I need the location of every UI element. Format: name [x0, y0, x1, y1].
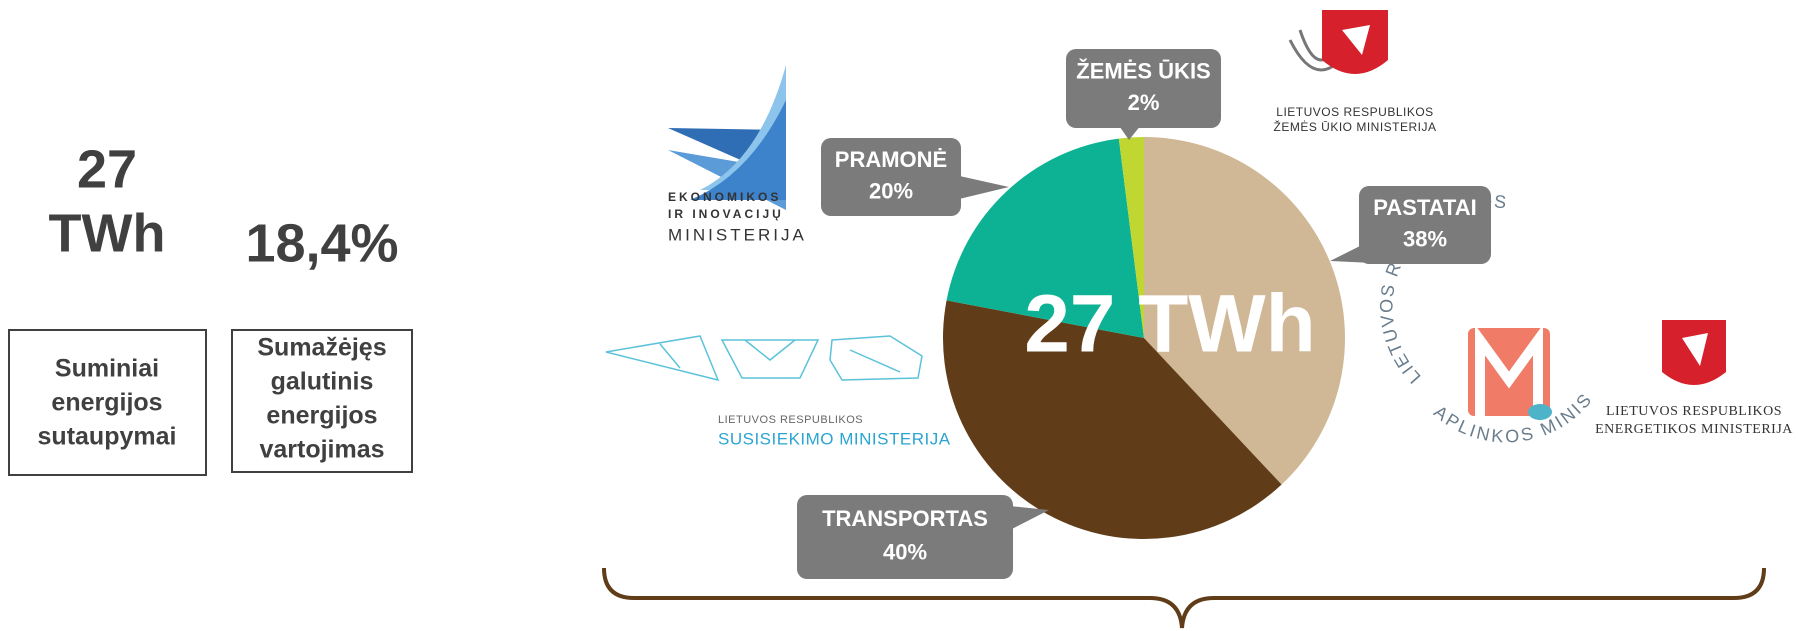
logo-text: LIETUVOS RESPUBLIKOS: [1606, 404, 1782, 419]
callout-category: ŽEMĖS ŪKIS: [1076, 59, 1210, 84]
logo-text: EKONOMIKOS: [668, 190, 781, 204]
logo-text: ENERGETIKOS MINISTERIJA: [1595, 422, 1793, 437]
stat-label: Sumažėjęs: [257, 334, 386, 362]
callout-value: 40%: [883, 540, 927, 565]
environment-logo: [1468, 324, 1552, 420]
logo-text: IR INOVACIJŲ: [668, 207, 784, 221]
callout-category: PRAMONĖ: [835, 147, 947, 172]
stat-value: 27: [77, 139, 137, 199]
callout-value: 2%: [1128, 90, 1160, 115]
callout-box: [1359, 186, 1491, 264]
pie-slice: [946, 138, 1144, 338]
callout-box: [1066, 49, 1221, 128]
logo-text: LIETUVOS RESPUBLIKOS: [718, 414, 863, 426]
energy-logo: [1662, 320, 1726, 385]
agriculture-logo: [1288, 10, 1388, 74]
callout-box: [821, 138, 961, 216]
brace: [602, 567, 1766, 629]
stat-label: galutinis: [271, 368, 374, 396]
economy-logo: [668, 65, 786, 210]
pie-slice: [1144, 137, 1346, 485]
stat-box: [8, 329, 207, 476]
callout-value: 38%: [1403, 226, 1447, 251]
stat-label: Suminiai: [55, 355, 159, 383]
callout-value: 20%: [869, 178, 913, 203]
pie-slice: [942, 300, 1282, 540]
callout-category: PASTATAI: [1373, 195, 1476, 220]
callout-box: [797, 495, 1013, 579]
stat-label: energijos: [266, 402, 377, 430]
logo-text: LIETUVOS RESPUBLIKOS: [1276, 105, 1433, 119]
stat-label: sutaupymai: [38, 423, 177, 451]
stat-label: vartojimas: [259, 436, 384, 464]
stat-value: TWh: [49, 203, 166, 263]
callout-pointer: [955, 175, 1009, 200]
stat-value: 18,4%: [245, 213, 398, 273]
stat-label: energijos: [51, 389, 162, 417]
logo-text: SUSISIEKIMO MINISTERIJA: [718, 429, 951, 448]
center-label: 27 TWh: [1024, 279, 1316, 370]
logo-text: MINISTERIJA: [668, 225, 807, 244]
stat-box: [231, 329, 413, 473]
callout-category: TRANSPORTAS: [822, 506, 988, 531]
pie-slice: [1118, 137, 1144, 338]
transport-logo: [605, 335, 923, 382]
logo-text: ŽEMĖS ŪKIO MINISTERIJA: [1273, 119, 1436, 134]
